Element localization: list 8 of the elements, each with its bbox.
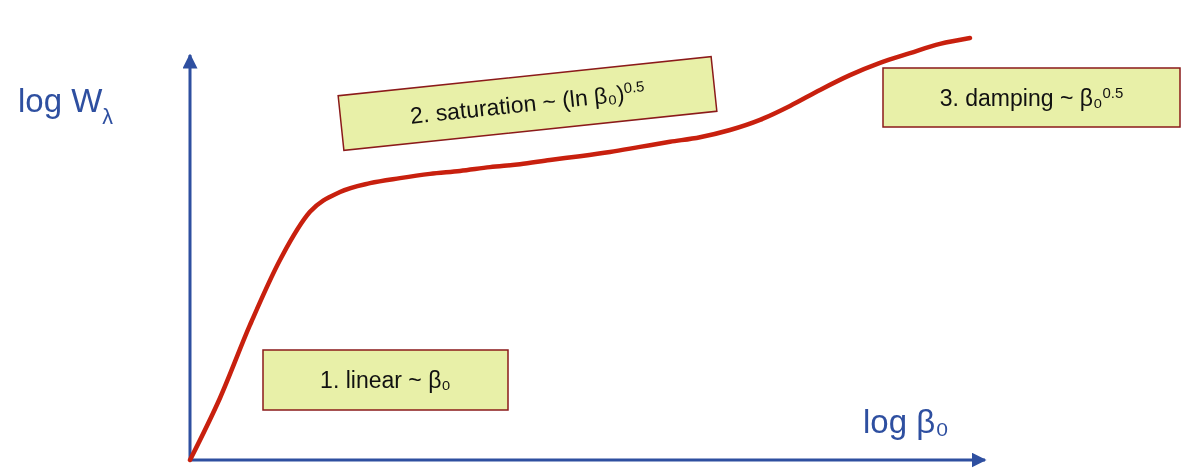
- annotation: 1. linear ~ β₀: [320, 367, 451, 393]
- y-axis-title: log W$_{λ}$: [18, 82, 114, 129]
- x-axis-title: log β₀: [863, 403, 949, 440]
- note-box: 3. damping ~ β₀$^{0.5}$: [882, 67, 1181, 128]
- note-box: 2. saturation ~ (ln β₀)$^{0.5}$: [337, 55, 718, 152]
- note-box: 1. linear ~ β₀: [262, 349, 509, 411]
- annotation: 2. saturation ~ (ln β₀)$^{0.5}$: [408, 76, 646, 129]
- annotation: 3. damping ~ β₀$^{0.5}$: [939, 83, 1124, 111]
